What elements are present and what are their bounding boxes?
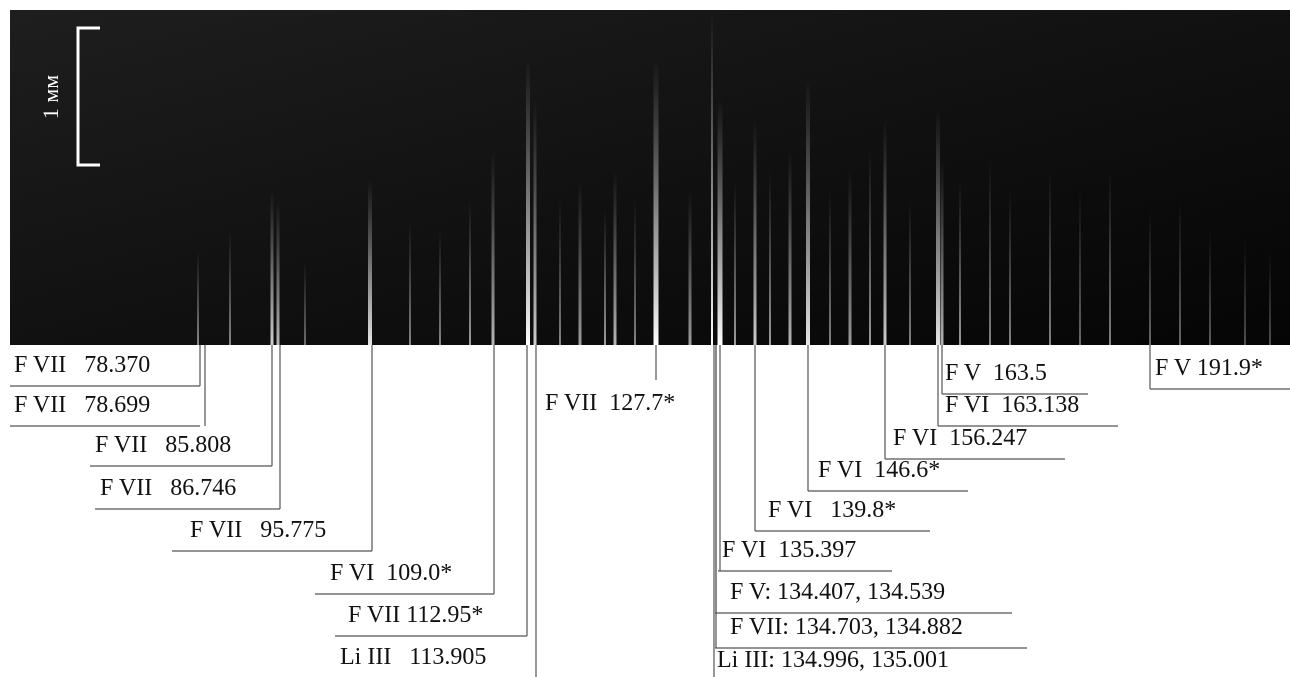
scale-bar xyxy=(76,26,100,167)
spectral-line xyxy=(1179,200,1181,345)
leader-line xyxy=(941,345,1088,395)
spectral-line xyxy=(1269,250,1271,345)
leader-line xyxy=(1149,345,1290,390)
spectral-line xyxy=(270,190,274,345)
spectral-line xyxy=(368,180,372,345)
spectral-line xyxy=(578,180,582,345)
leader-line xyxy=(172,345,373,552)
spectral-line xyxy=(304,260,306,345)
leader-line xyxy=(718,345,892,572)
line-label: F VI 109.0* xyxy=(330,560,452,586)
leader-line xyxy=(754,345,930,532)
spectral-line xyxy=(229,230,231,345)
spectral-line xyxy=(688,190,692,345)
spectral-line xyxy=(883,120,887,345)
line-label: F VII 85.808 xyxy=(95,432,231,458)
spectral-line xyxy=(526,60,530,345)
spectral-line xyxy=(1244,240,1246,345)
line-labels: F VII 78.370 F VII 78.699 F VII 85.808 F VI… xyxy=(10,345,1290,677)
line-label: F VI 163.138 xyxy=(945,392,1079,418)
spectral-line xyxy=(936,110,940,345)
spectral-line xyxy=(848,170,852,345)
spectral-line xyxy=(940,160,944,345)
line-label: Li III: 134.996, 135.001 xyxy=(717,647,949,673)
spectral-lines xyxy=(197,10,1271,345)
line-label: F VII: 134.703, 134.882 xyxy=(730,614,963,640)
line-label: F V 163.5 xyxy=(945,360,1047,386)
line-label: F VI 146.6* xyxy=(818,457,940,483)
spectral-line xyxy=(634,200,636,345)
leader-line xyxy=(10,345,206,427)
line-label: F V: 134.407, 134.539 xyxy=(730,579,945,605)
leader-line xyxy=(95,345,281,510)
line-label: F VII 86.746 xyxy=(100,475,236,501)
line-label: F VI 156.247 xyxy=(893,425,1027,451)
leader-line xyxy=(535,345,537,677)
spectral-line xyxy=(829,190,831,345)
spectral-line xyxy=(909,200,911,345)
spectral-line xyxy=(653,60,659,345)
leader-line xyxy=(807,345,968,492)
line-label: F VII 127.7* xyxy=(545,390,675,416)
spectral-line xyxy=(711,10,713,345)
spectral-line xyxy=(1009,190,1011,345)
line-label: Li III 113.905 xyxy=(340,644,486,670)
spectral-line xyxy=(197,250,199,345)
spectral-line xyxy=(1049,170,1051,345)
spectral-line xyxy=(959,180,961,345)
spectral-line xyxy=(1149,210,1151,345)
line-label: F VII 112.95* xyxy=(348,602,483,628)
spectral-line xyxy=(469,200,471,345)
spectral-line xyxy=(1079,190,1081,345)
spectral-line xyxy=(559,200,561,345)
scale-label: 1 мм xyxy=(38,75,63,119)
leader-line xyxy=(10,345,201,387)
spectral-line xyxy=(613,170,617,345)
spectral-line xyxy=(753,120,757,345)
spectral-line xyxy=(869,150,871,345)
spectral-line xyxy=(1109,170,1111,345)
leader-line xyxy=(884,345,1065,460)
spectral-line xyxy=(806,80,810,345)
leader-line xyxy=(937,345,1118,427)
leader-line xyxy=(715,345,1027,649)
leader-line xyxy=(335,345,528,637)
line-label: F VI 135.397 xyxy=(722,537,856,563)
spectrum-image xyxy=(10,10,1290,345)
spectral-line xyxy=(439,230,441,345)
spectral-line xyxy=(491,150,495,345)
line-label: F V 191.9* xyxy=(1155,355,1263,381)
spectral-line xyxy=(788,150,792,345)
line-label: F VII 95.775 xyxy=(190,517,326,543)
line-label: F VII 78.370 xyxy=(14,352,150,378)
line-label: F VI 139.8* xyxy=(768,497,896,523)
spectral-line xyxy=(989,160,991,345)
spectral-line xyxy=(769,170,771,345)
leader-line xyxy=(315,345,495,595)
spectral-line xyxy=(717,100,723,345)
spectral-line xyxy=(533,100,537,345)
line-label: F VII 78.699 xyxy=(14,392,150,418)
leader-line xyxy=(90,345,273,467)
spectral-line xyxy=(276,200,280,345)
spectral-line xyxy=(604,210,606,345)
spectral-line xyxy=(1209,230,1211,345)
spectral-line xyxy=(734,180,736,345)
spectral-line xyxy=(409,220,411,345)
